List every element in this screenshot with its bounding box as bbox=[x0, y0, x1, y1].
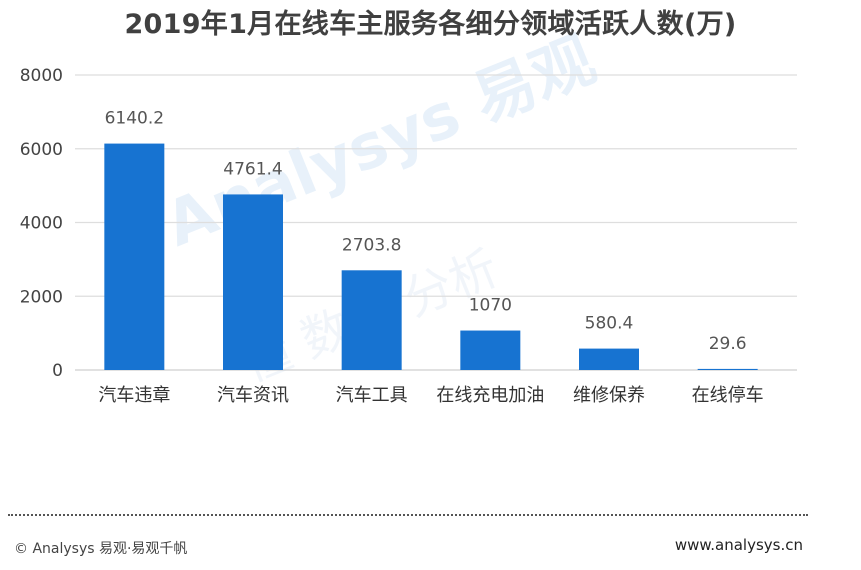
x-tick-label: 维修保养 bbox=[573, 385, 645, 406]
y-tick-label: 0 bbox=[52, 361, 63, 381]
data-label: 4761.4 bbox=[223, 159, 282, 179]
data-label: 1070 bbox=[469, 296, 512, 316]
data-label: 580.4 bbox=[585, 314, 634, 334]
x-tick-label: 汽车工具 bbox=[336, 385, 408, 406]
x-tick-label: 在线充电加油 bbox=[436, 385, 544, 406]
data-label: 29.6 bbox=[709, 334, 747, 354]
bar bbox=[697, 368, 758, 370]
bar-chart: 0 2000 4000 6000 8000 6140.2 汽车违章 4761.4 汽车资讯 270… bbox=[20, 66, 797, 406]
bar bbox=[460, 330, 521, 370]
data-label: 6140.2 bbox=[105, 109, 164, 129]
y-tick-label: 8000 bbox=[20, 66, 63, 86]
footer-divider bbox=[8, 514, 808, 516]
bar bbox=[104, 143, 165, 370]
y-tick-label: 4000 bbox=[20, 214, 63, 234]
data-label: 2703.8 bbox=[342, 235, 401, 255]
x-tick-label: 在线停车 bbox=[692, 385, 764, 406]
y-tick-label: 6000 bbox=[20, 140, 63, 160]
bar bbox=[223, 194, 283, 370]
x-tick-label: 汽车违章 bbox=[98, 385, 170, 406]
y-tick-label: 2000 bbox=[20, 287, 63, 307]
chart-title: 2019年1月在线车主服务各细分领域活跃人数(万) bbox=[124, 9, 737, 40]
bar bbox=[341, 270, 402, 370]
bar bbox=[579, 348, 639, 370]
footer-copyright: © Analysys 易观·易观千帆 bbox=[14, 541, 188, 557]
x-tick-label: 汽车资讯 bbox=[217, 385, 289, 406]
footer-website: www.analysys.cn bbox=[674, 536, 803, 554]
